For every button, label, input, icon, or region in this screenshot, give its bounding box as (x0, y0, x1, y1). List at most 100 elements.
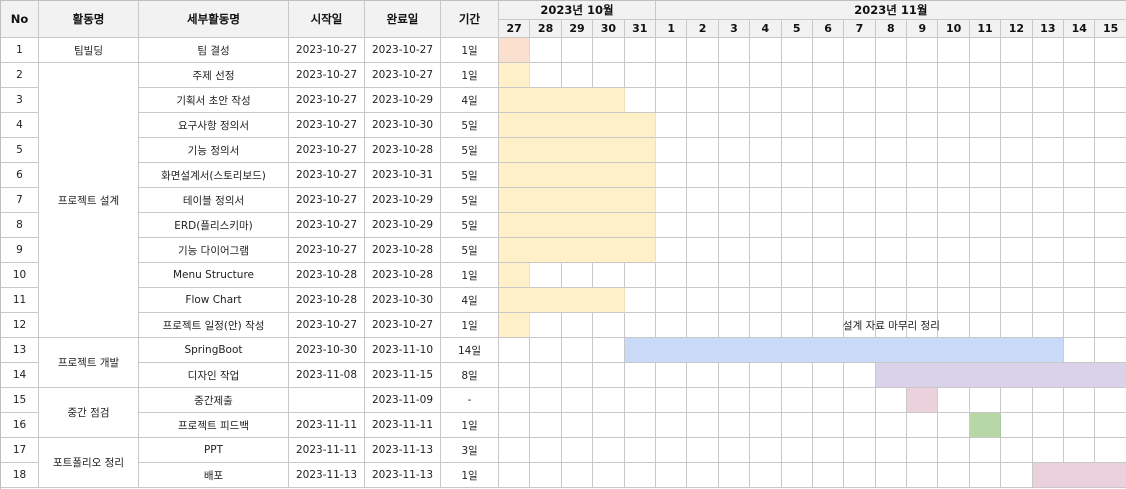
timeline-cell[interactable] (624, 413, 656, 438)
timeline-cell[interactable] (718, 63, 751, 88)
timeline-cell[interactable] (1001, 238, 1033, 263)
timeline-cell[interactable] (875, 138, 908, 163)
timeline-cell[interactable] (1032, 113, 1065, 138)
timeline-cell[interactable] (561, 63, 594, 88)
timeline-cell[interactable] (750, 288, 782, 313)
duration-cell[interactable]: - (441, 388, 499, 413)
end-date-cell[interactable]: 2023-10-30 (365, 288, 441, 313)
timeline-cell[interactable] (530, 413, 562, 438)
timeline-cell[interactable] (530, 363, 562, 388)
timeline-cell[interactable] (499, 363, 531, 388)
task-detail-cell[interactable]: PPT (139, 438, 289, 463)
row-number[interactable]: 14 (1, 363, 39, 388)
timeline-cell[interactable] (1095, 138, 1126, 163)
timeline-cell[interactable] (561, 313, 594, 338)
timeline-cell[interactable] (969, 388, 1002, 413)
end-date-cell[interactable]: 2023-10-28 (365, 138, 441, 163)
timeline-cell[interactable] (750, 463, 782, 488)
timeline-cell[interactable] (561, 463, 594, 488)
end-date-cell[interactable]: 2023-10-27 (365, 63, 441, 88)
timeline-cell[interactable] (1001, 138, 1033, 163)
timeline-cell[interactable] (812, 313, 845, 338)
timeline-cell[interactable] (499, 463, 531, 488)
start-date-cell[interactable]: 2023-10-27 (289, 313, 365, 338)
timeline-cell[interactable] (1001, 313, 1033, 338)
day-header[interactable]: 13 (1032, 20, 1065, 38)
start-date-cell[interactable]: 2023-10-27 (289, 113, 365, 138)
timeline-cell[interactable] (875, 188, 908, 213)
timeline-cell[interactable] (875, 413, 908, 438)
row-number[interactable]: 15 (1, 388, 39, 413)
timeline-cell[interactable] (1064, 38, 1096, 63)
end-date-cell[interactable]: 2023-10-28 (365, 263, 441, 288)
timeline-cell[interactable] (812, 138, 845, 163)
timeline-cell[interactable] (969, 138, 1002, 163)
timeline-cell[interactable] (750, 88, 782, 113)
timeline-cell[interactable] (655, 363, 688, 388)
day-header[interactable]: 27 (499, 20, 531, 38)
timeline-cell[interactable] (1095, 238, 1126, 263)
day-header[interactable]: 8 (875, 20, 908, 38)
timeline-cell[interactable] (938, 288, 970, 313)
timeline-cell[interactable] (875, 88, 908, 113)
timeline-cell[interactable] (1032, 138, 1065, 163)
timeline-cell[interactable] (499, 413, 531, 438)
end-date-cell[interactable]: 2023-11-11 (365, 413, 441, 438)
timeline-cell[interactable] (875, 463, 908, 488)
start-date-cell[interactable]: 2023-10-27 (289, 38, 365, 63)
header-start[interactable]: 시작일 (289, 1, 365, 38)
timeline-cell[interactable] (938, 263, 970, 288)
timeline-cell[interactable] (624, 438, 656, 463)
task-detail-cell[interactable]: 팀 결성 (139, 38, 289, 63)
timeline-cell[interactable] (1001, 163, 1033, 188)
timeline-cell[interactable] (844, 163, 876, 188)
timeline-cell[interactable] (1095, 163, 1126, 188)
timeline-cell[interactable] (969, 238, 1002, 263)
timeline-cell[interactable] (499, 338, 531, 363)
timeline-cell[interactable] (655, 288, 688, 313)
timeline-cell[interactable] (655, 38, 688, 63)
row-number[interactable]: 18 (1, 463, 39, 488)
timeline-cell[interactable] (1001, 113, 1033, 138)
timeline-cell[interactable] (969, 188, 1002, 213)
timeline-cell[interactable] (781, 188, 813, 213)
timeline-cell[interactable] (655, 388, 688, 413)
timeline-cell[interactable] (718, 438, 751, 463)
row-number[interactable]: 2 (1, 63, 39, 88)
timeline-cell[interactable] (1001, 63, 1033, 88)
timeline-cell[interactable] (624, 388, 656, 413)
day-header[interactable]: 9 (907, 20, 939, 38)
timeline-cell[interactable] (781, 163, 813, 188)
timeline-cell[interactable] (655, 263, 688, 288)
timeline-cell[interactable] (1095, 288, 1126, 313)
timeline-cell[interactable] (750, 163, 782, 188)
timeline-cell[interactable] (624, 363, 656, 388)
timeline-cell[interactable] (687, 363, 719, 388)
row-number[interactable]: 7 (1, 188, 39, 213)
timeline-cell[interactable] (750, 313, 782, 338)
timeline-cell[interactable] (844, 263, 876, 288)
timeline-cell[interactable] (561, 363, 594, 388)
timeline-cell[interactable] (781, 313, 813, 338)
timeline-cell[interactable] (938, 438, 970, 463)
timeline-cell[interactable] (687, 163, 719, 188)
timeline-cell[interactable] (875, 263, 908, 288)
timeline-cell[interactable] (938, 188, 970, 213)
row-number[interactable]: 1 (1, 38, 39, 63)
task-detail-cell[interactable]: Flow Chart (139, 288, 289, 313)
timeline-cell[interactable] (1095, 213, 1126, 238)
task-detail-cell[interactable]: 기획서 초안 작성 (139, 88, 289, 113)
start-date-cell[interactable]: 2023-10-27 (289, 88, 365, 113)
timeline-cell[interactable] (655, 438, 688, 463)
day-header[interactable]: 1 (655, 20, 688, 38)
duration-cell[interactable]: 8일 (441, 363, 499, 388)
timeline-cell[interactable] (938, 163, 970, 188)
task-detail-cell[interactable]: ERD(플리스키마) (139, 213, 289, 238)
timeline-cell[interactable] (1032, 38, 1065, 63)
header-end[interactable]: 완료일 (365, 1, 441, 38)
timeline-cell[interactable] (718, 288, 751, 313)
timeline-cell[interactable] (1032, 438, 1065, 463)
activity-group-cell[interactable]: 프로젝트 설계 (39, 63, 139, 338)
end-date-cell[interactable]: 2023-10-29 (365, 213, 441, 238)
timeline-cell[interactable] (812, 38, 845, 63)
